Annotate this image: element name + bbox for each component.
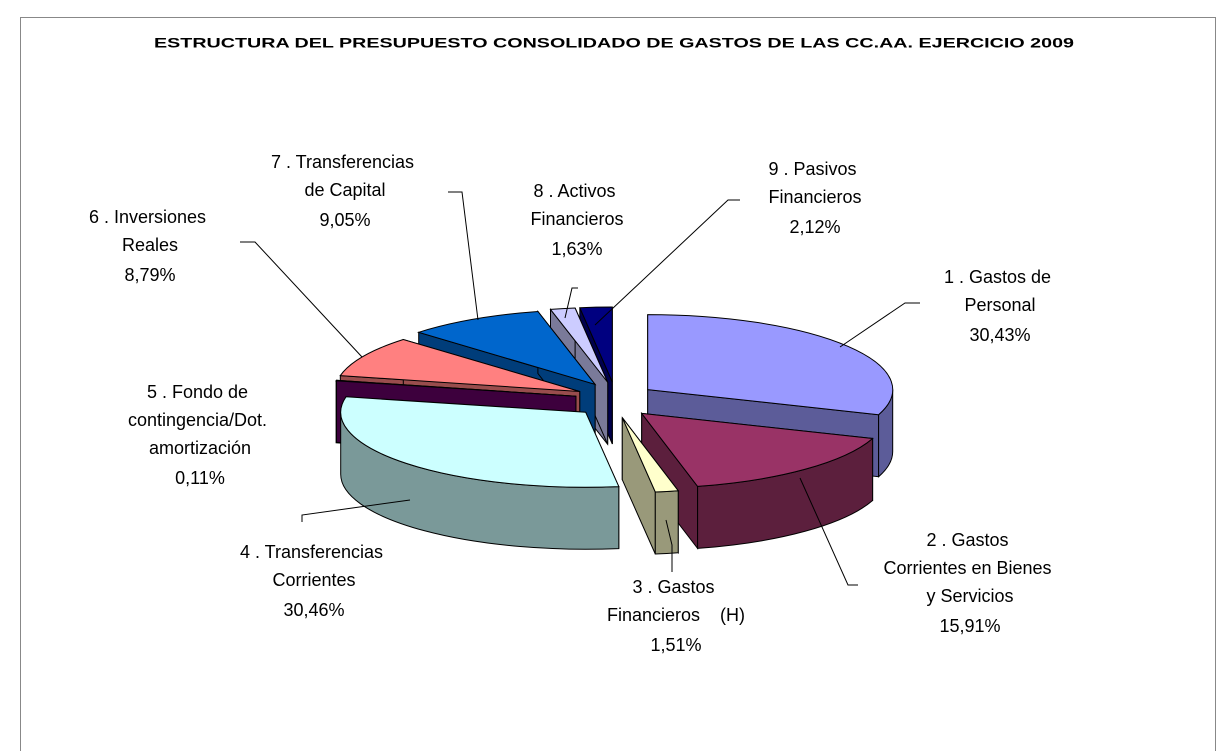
chart-frame bbox=[20, 17, 1216, 751]
label-line: Financieros bbox=[768, 187, 861, 207]
leader-line bbox=[799, 477, 858, 586]
label-line: de Capital bbox=[304, 180, 385, 200]
value-label: 15,91% bbox=[939, 616, 1000, 636]
slice-top bbox=[549, 307, 609, 383]
category-label: 8 . Activos Financieros bbox=[530, 181, 623, 229]
slice-top bbox=[335, 379, 576, 397]
leader-line bbox=[240, 241, 363, 358]
label-line: Financieros bbox=[530, 209, 623, 229]
leader-line bbox=[301, 499, 411, 522]
slice-top bbox=[647, 314, 894, 416]
slice-top bbox=[416, 310, 597, 386]
pie-slice bbox=[340, 396, 620, 550]
value-label: 9,05% bbox=[319, 210, 370, 230]
label-line: y Servicios bbox=[926, 586, 1013, 606]
category-label: 2 . Gastos Corrientes en Bienes y Servic… bbox=[883, 530, 1056, 606]
value-label: 1,63% bbox=[551, 239, 602, 259]
label-line: 2 . Gastos bbox=[926, 530, 1013, 550]
slice-top bbox=[621, 417, 680, 493]
category-label: 3 . Gastos Financieros (H) bbox=[607, 577, 745, 625]
label-line: 3 . Gastos bbox=[632, 577, 719, 597]
label-line: Financieros (H) bbox=[607, 605, 745, 625]
category-label: 6 . Inversiones Reales bbox=[89, 207, 211, 255]
label-line: 4 . Transferencias bbox=[240, 542, 388, 562]
value-label: 2,12% bbox=[789, 217, 840, 237]
label-line: contingencia/Dot. bbox=[128, 410, 272, 430]
label-line: Corrientes en Bienes bbox=[883, 558, 1056, 578]
pie-slice bbox=[621, 416, 680, 555]
category-label: 1 . Gastos de Personal bbox=[944, 267, 1056, 315]
chart-title: ESTRUCTURA DEL PRESUPUESTO CONSOLIDADO D… bbox=[154, 35, 1074, 51]
labels: 1 . Gastos de Personal 30,43% 2 . Gastos C… bbox=[89, 152, 1057, 655]
label-line: Personal bbox=[964, 295, 1035, 315]
label-line: 9 . Pasivos bbox=[768, 159, 861, 179]
value-label: 8,79% bbox=[124, 265, 175, 285]
slice-top bbox=[340, 396, 620, 488]
slice-top bbox=[640, 412, 874, 487]
category-label: 4 . Transferencias Corrientes bbox=[240, 542, 388, 590]
value-label: 30,43% bbox=[969, 325, 1030, 345]
value-label: 0,11% bbox=[175, 468, 225, 488]
label-line: 8 . Activos bbox=[533, 181, 620, 201]
label-line: Reales bbox=[122, 235, 178, 255]
category-label: 7 . Transferencias de Capital bbox=[271, 152, 419, 200]
leader-line bbox=[665, 519, 673, 572]
slice-top bbox=[579, 306, 613, 383]
slice-top bbox=[339, 338, 580, 392]
slices bbox=[335, 306, 894, 555]
label-line: 1 . Gastos de bbox=[944, 267, 1056, 287]
label-line: amortización bbox=[149, 438, 251, 458]
category-label: 5 . Fondo de contingencia/Dot. amortizac… bbox=[128, 382, 272, 458]
leader-line bbox=[594, 199, 740, 326]
label-line: 7 . Transferencias bbox=[271, 152, 419, 172]
label-line: 5 . Fondo de bbox=[147, 382, 253, 402]
category-label: 9 . Pasivos Financieros bbox=[768, 159, 861, 207]
value-label: 1,51% bbox=[650, 635, 701, 655]
value-label: 30,46% bbox=[283, 600, 344, 620]
leader-line bbox=[448, 191, 479, 321]
leader-line bbox=[839, 302, 920, 348]
leader-line bbox=[564, 287, 578, 319]
label-line: Corrientes bbox=[272, 570, 355, 590]
label-line: 6 . Inversiones bbox=[89, 207, 211, 227]
